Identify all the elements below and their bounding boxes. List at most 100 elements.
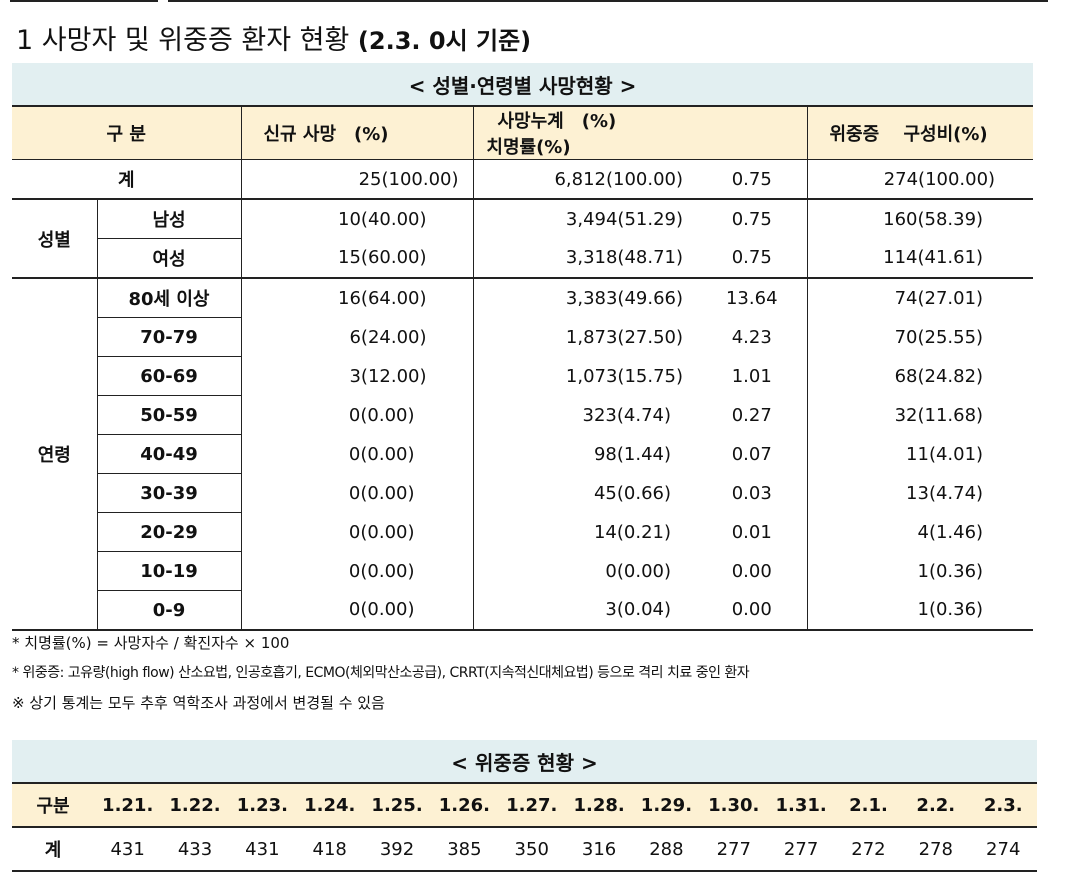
date-header: 1.24.: [296, 783, 364, 828]
age-new: 3(12.00): [241, 356, 474, 396]
age-crit: 32(11.68): [894, 404, 984, 426]
age-new: 0(0.00): [241, 590, 474, 631]
sex-crit: 160(58.39): [883, 208, 984, 230]
age-row: 20-29 0(0.00) 14(0.21) 0.01 4(1.46): [12, 512, 1033, 552]
age-rate: 0.27: [697, 395, 808, 435]
date-header: 1.29.: [632, 783, 701, 828]
table1-caption: < 성별·연령별 사망현황 >: [12, 63, 1034, 107]
critical-count: 277: [767, 827, 835, 872]
age-row: 50-59 0(0.00) 323(4.74) 0.27 32(11.68): [12, 395, 1033, 435]
age-crit: 13(4.74): [906, 482, 984, 504]
age-label: 20-29: [97, 512, 242, 552]
age-cum: 3,383(49.66): [565, 287, 683, 309]
age-new: 0(0.00): [241, 434, 474, 474]
age-new: 0(0.00): [241, 473, 474, 513]
age-label: 80세 이상: [97, 278, 242, 318]
critical-count: 277: [700, 827, 768, 872]
age-row: 70-79 6(24.00) 1,873(27.50) 4.23 70(25.55): [12, 317, 1033, 357]
age-rate: 1.01: [697, 356, 808, 396]
total-cum: 6,812(100.00): [473, 159, 697, 200]
note-fatality-definition: * 치명률(%) = 사망자수 / 확진자수 × 100: [12, 634, 290, 652]
age-new: 6(24.00): [241, 317, 474, 357]
date-header: 1.23.: [228, 783, 297, 828]
note-critical-definition: * 위중증: 고유량(high flow) 산소요법, 인공호흡기, ECMO(…: [12, 665, 750, 681]
header-category: 구 분: [12, 106, 242, 160]
footnotes: * 치명률(%) = 사망자수 / 확진자수 × 100 * 위중증: 고유량(…: [12, 628, 750, 718]
age-rate: 0.03: [697, 473, 808, 513]
date-header: 2.3.: [969, 783, 1037, 828]
age-row: 연령 80세 이상 16(64.00) 3,383(49.66) 13.64 74(27.…: [12, 278, 1033, 631]
age-new: 16(64.00): [241, 278, 474, 318]
header-fatality: 치명률(%): [486, 137, 571, 158]
age-crit: 1(0.36): [807, 590, 1034, 631]
sex-crit: 114(41.61): [807, 238, 1034, 279]
age-label: 70-79: [97, 317, 242, 357]
critical-count: 350: [498, 827, 566, 872]
age-cum: 14(0.21): [593, 521, 671, 543]
date-header: 1.27.: [498, 783, 566, 828]
age-rate: 0.00: [697, 551, 808, 591]
age-row: 60-69 3(12.00) 1,073(15.75) 1.01 68(24.82): [12, 356, 1033, 396]
date-header: 1.28.: [565, 783, 633, 828]
age-group-label: 연령: [12, 278, 98, 631]
age-cum: 0(0.00): [605, 560, 671, 582]
critical-count: 274: [969, 827, 1037, 872]
age-cum: 45(0.66): [593, 482, 671, 504]
age-label: 0-9: [97, 590, 242, 631]
date-header: 1.25.: [363, 783, 431, 828]
date-header: 1.30.: [700, 783, 768, 828]
table2-caption: < 위중증 현황 >: [12, 740, 1037, 784]
title-date: (2.3. 0시 기준): [357, 27, 532, 55]
age-label: 40-49: [97, 434, 242, 474]
sex-new: 15(60.00): [241, 238, 474, 279]
age-new: 0(0.00): [241, 512, 474, 552]
age-label: 50-59: [97, 395, 242, 435]
age-crit: 11(4.01): [906, 443, 984, 465]
age-row: 0-9 0(0.00) 3(0.04) 0.00 1(0.36): [12, 590, 1034, 631]
table2-row-label: 계: [12, 827, 94, 872]
age-new: 0(0.00): [241, 551, 474, 591]
age-row: 10-19 0(0.00) 0(0.00) 0.00 1(0.36): [12, 551, 1033, 591]
critical-count: 418: [296, 827, 364, 872]
age-rate: 13.64: [697, 278, 808, 318]
critical-count: 431: [94, 827, 162, 872]
note-disclaimer: ※ 상기 통계는 모두 추후 역학조사 과정에서 변경될 수 있음: [12, 694, 385, 712]
age-new: 0(0.00): [241, 395, 474, 435]
table2-header-label: 구분: [12, 783, 94, 828]
age-rate: 0.01: [697, 512, 808, 552]
age-crit: 70(25.55): [894, 326, 984, 348]
critical-count: 316: [565, 827, 633, 872]
header-new-deaths: 신규 사망 (%): [241, 106, 474, 160]
sex-rate: 0.75: [697, 238, 808, 279]
age-rate: 0.07: [697, 434, 808, 474]
age-crit: 68(24.82): [894, 365, 984, 387]
age-row: 40-49 0(0.00) 98(1.44) 0.07 11(4.01): [12, 434, 1033, 474]
sex-label: 여성: [97, 238, 242, 279]
top-rule-left: [10, 0, 158, 2]
critical-count: 278: [902, 827, 970, 872]
sex-rate: 0.75: [697, 199, 808, 239]
total-new: 25(100.00): [241, 159, 474, 200]
age-rate: 4.23: [697, 317, 808, 357]
sex-label: 남성: [97, 199, 242, 239]
critical-count: 272: [834, 827, 903, 872]
age-row: 30-39 0(0.00) 45(0.66) 0.03 13(4.74): [12, 473, 1033, 513]
sex-cum: 3,318(48.71): [473, 238, 697, 279]
age-cum: 323(4.74): [582, 404, 671, 426]
age-cum: 1,073(15.75): [565, 365, 683, 387]
age-cum: 1,873(27.50): [565, 326, 683, 348]
critical-trend-table: < 위중증 현황 > 구분 1.21. 1.22. 1.23. 1.24. 1.25. 1.…: [12, 740, 1037, 872]
date-header: 1.21.: [94, 783, 162, 828]
date-header: 2.1.: [834, 783, 903, 828]
critical-count: 288: [632, 827, 701, 872]
title-prefix: 1 사망자 및 위중증 환자 현황: [16, 25, 358, 56]
age-label: 30-39: [97, 473, 242, 513]
age-label: 10-19: [97, 551, 242, 591]
age-cum: 3(0.04): [473, 590, 697, 631]
header-cum-fatality: 사망누계 (%) 치명률(%): [473, 106, 808, 160]
deaths-by-sex-age-table: < 성별·연령별 사망현황 > 구 분 신규 사망 (%) 사망누계 (%) 치명…: [12, 63, 1034, 631]
sex-row: 성별 남성 10(40.00) 3,494(51.29) 0.75 160(58…: [12, 199, 1033, 279]
age-rate: 0.00: [697, 590, 808, 631]
total-label: 계: [12, 159, 242, 200]
critical-count: 385: [430, 827, 499, 872]
